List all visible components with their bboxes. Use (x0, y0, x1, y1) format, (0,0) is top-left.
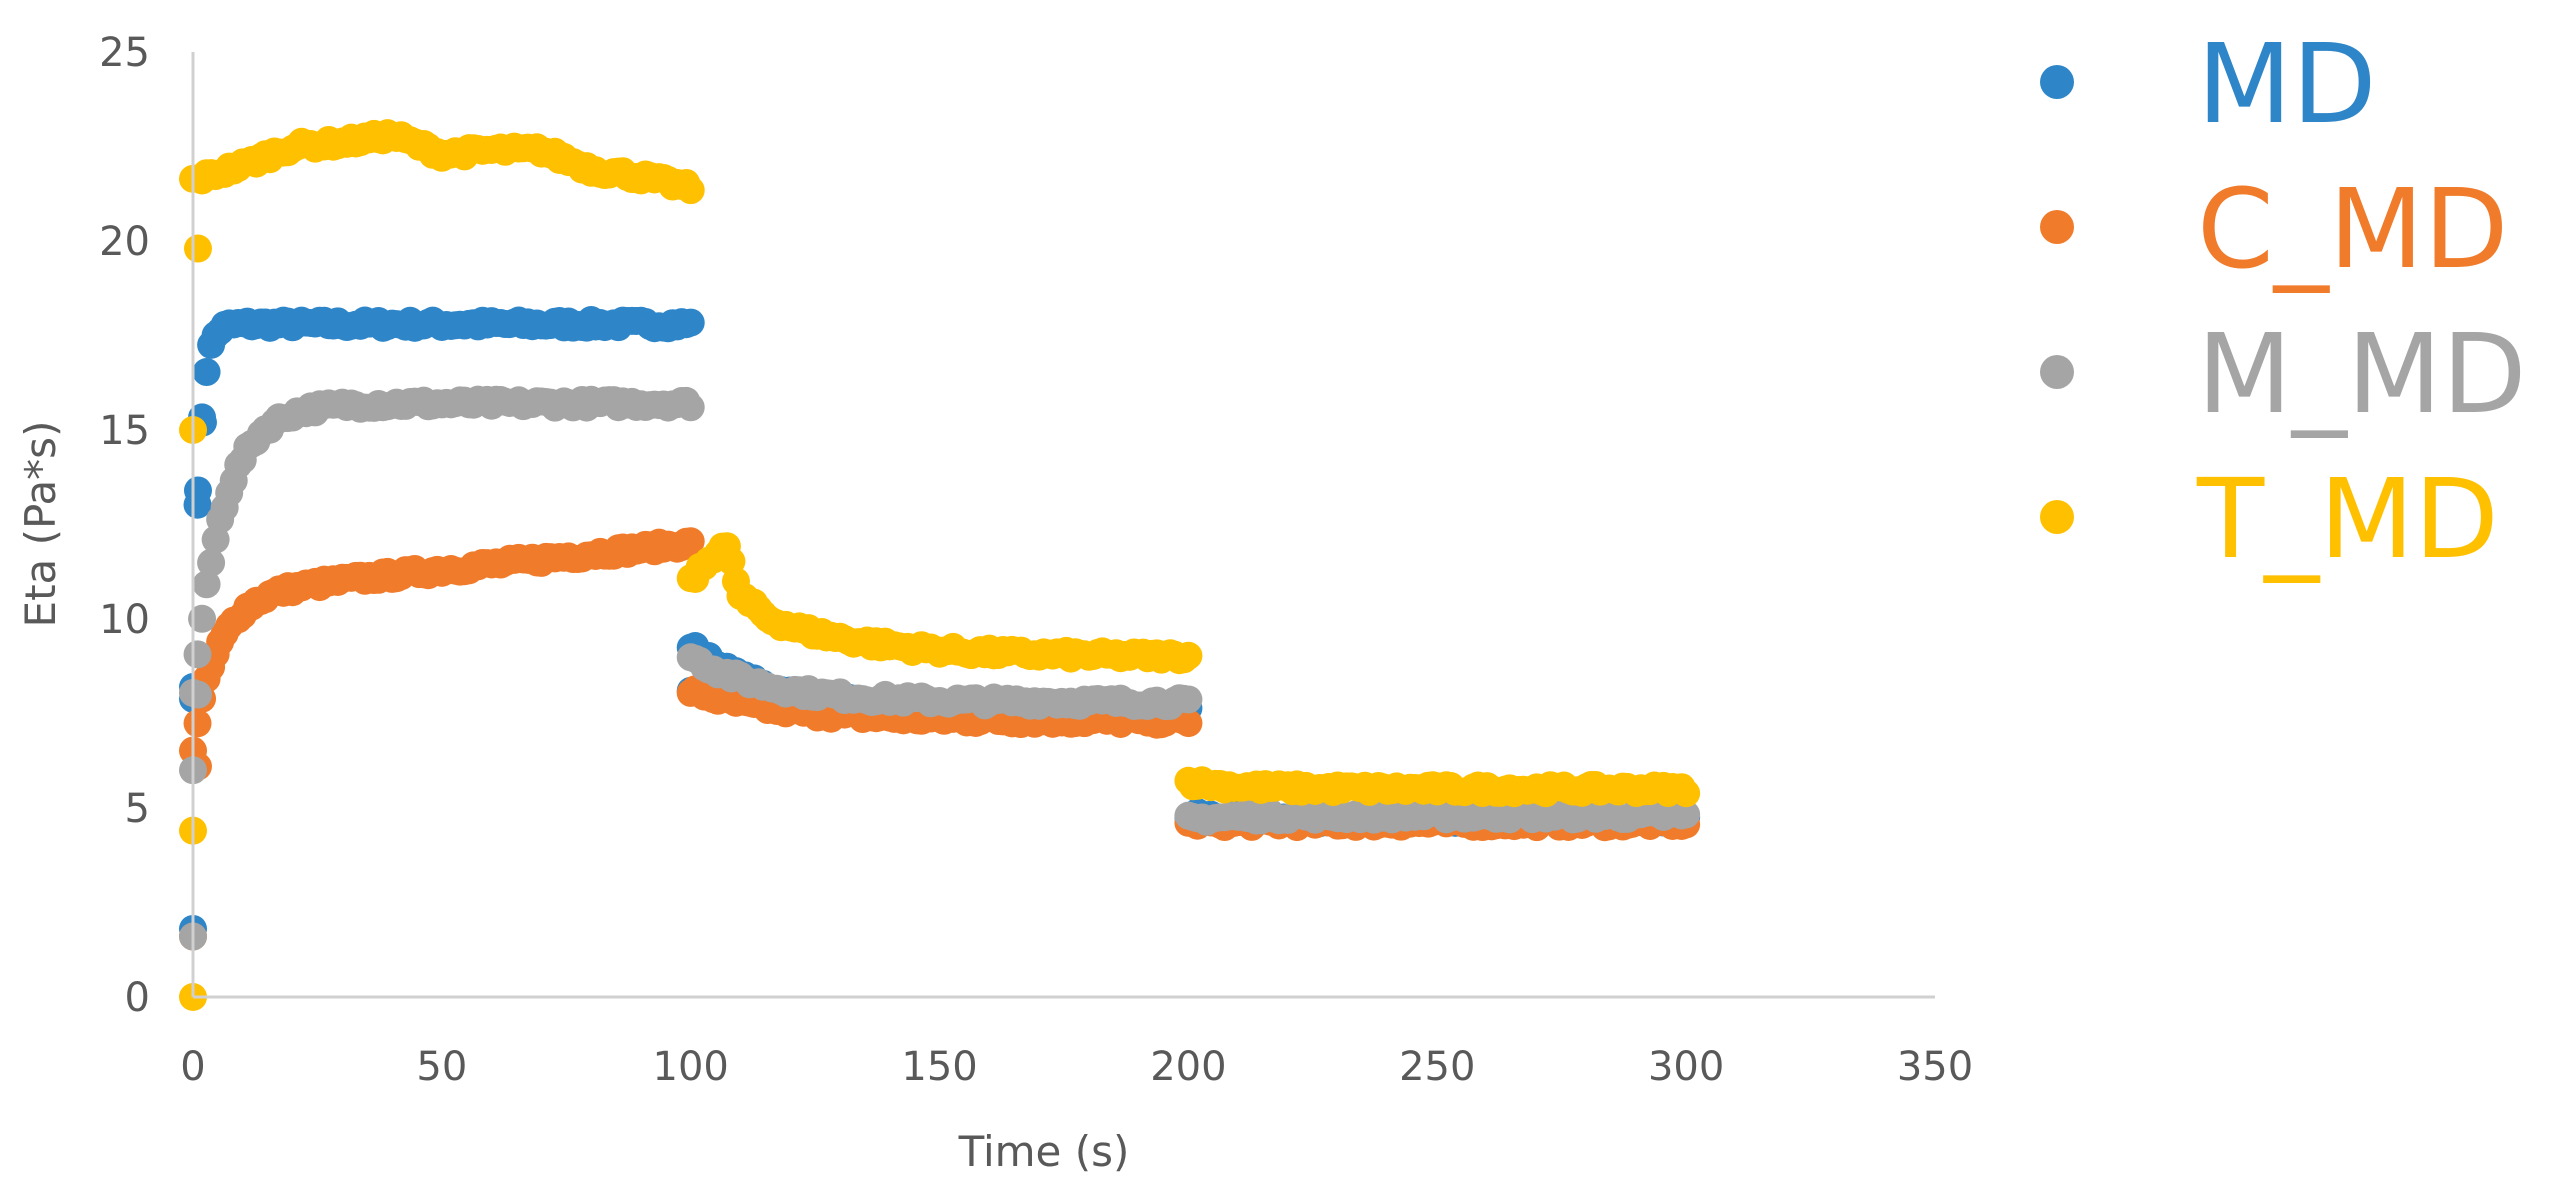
x-axis-title: Time (s) (958, 1127, 1130, 1176)
series-m-md (179, 385, 1701, 951)
legend-label: C_MD (2197, 165, 2508, 293)
data-point (1174, 709, 1203, 738)
legend-label: M_MD (2197, 310, 2527, 438)
legend: MD C_MD M_MD T_MD (2040, 20, 2527, 583)
series-t-md (179, 119, 1701, 1011)
data-point (192, 570, 221, 599)
x-tick-label: 250 (1399, 1044, 1475, 1090)
y-tick-label: 5 (125, 786, 150, 832)
y-tick-label: 10 (99, 597, 150, 643)
legend-marker (2040, 355, 2074, 389)
y-tick-label: 0 (125, 975, 150, 1021)
y-tick-label: 25 (99, 30, 150, 76)
x-tick-label: 200 (1150, 1044, 1226, 1090)
y-tick-label: 15 (99, 408, 150, 454)
plot-area (179, 119, 1701, 1011)
ticks: 0 50 100 150 200 250 300 350 0 5 10 15 20 25 (99, 30, 1973, 1090)
y-tick-label: 20 (99, 219, 150, 265)
data-point (676, 393, 705, 422)
x-tick-label: 150 (901, 1044, 977, 1090)
x-tick-label: 350 (1897, 1044, 1973, 1090)
x-tick-label: 300 (1648, 1044, 1724, 1090)
data-point (183, 476, 212, 505)
data-point (183, 709, 212, 738)
data-point (183, 234, 212, 263)
data-point (676, 176, 705, 205)
legend-label: MD (2197, 20, 2377, 148)
data-point (192, 358, 221, 387)
data-point (188, 604, 217, 633)
data-point (1174, 641, 1203, 670)
y-axis-title: Eta (Pa*s) (16, 421, 65, 628)
data-point (1672, 800, 1701, 829)
legend-label: T_MD (2196, 455, 2499, 583)
x-tick-label: 50 (416, 1044, 467, 1090)
legend-marker (2040, 500, 2074, 534)
data-point (676, 527, 705, 556)
data-point (183, 640, 212, 669)
x-tick-label: 0 (180, 1044, 205, 1090)
data-point (197, 548, 226, 577)
series-c-md (179, 527, 1701, 951)
data-point (183, 680, 212, 709)
data-point (676, 308, 705, 337)
data-point (1672, 779, 1701, 808)
x-tick-label: 100 (653, 1044, 729, 1090)
data-point (1174, 685, 1203, 714)
legend-marker (2040, 65, 2074, 99)
legend-marker (2040, 210, 2074, 244)
axes (191, 52, 1935, 999)
